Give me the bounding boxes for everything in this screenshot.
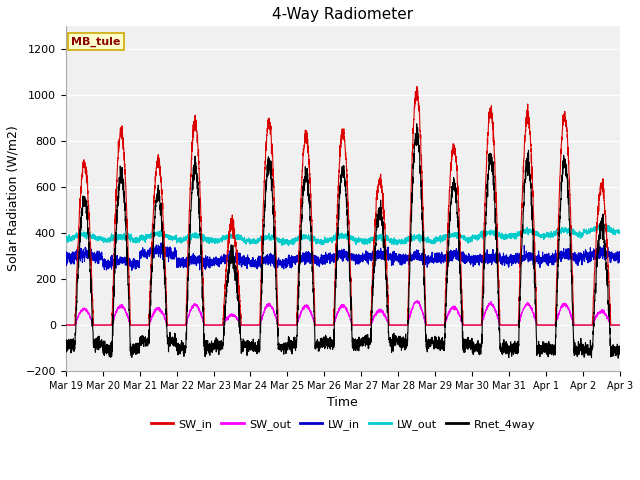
Y-axis label: Solar Radiation (W/m2): Solar Radiation (W/m2) [7,126,20,271]
Title: 4-Way Radiometer: 4-Way Radiometer [272,7,413,22]
Text: MB_tule: MB_tule [71,36,120,47]
Legend: SW_in, SW_out, LW_in, LW_out, Rnet_4way: SW_in, SW_out, LW_in, LW_out, Rnet_4way [147,415,540,434]
X-axis label: Time: Time [328,396,358,409]
